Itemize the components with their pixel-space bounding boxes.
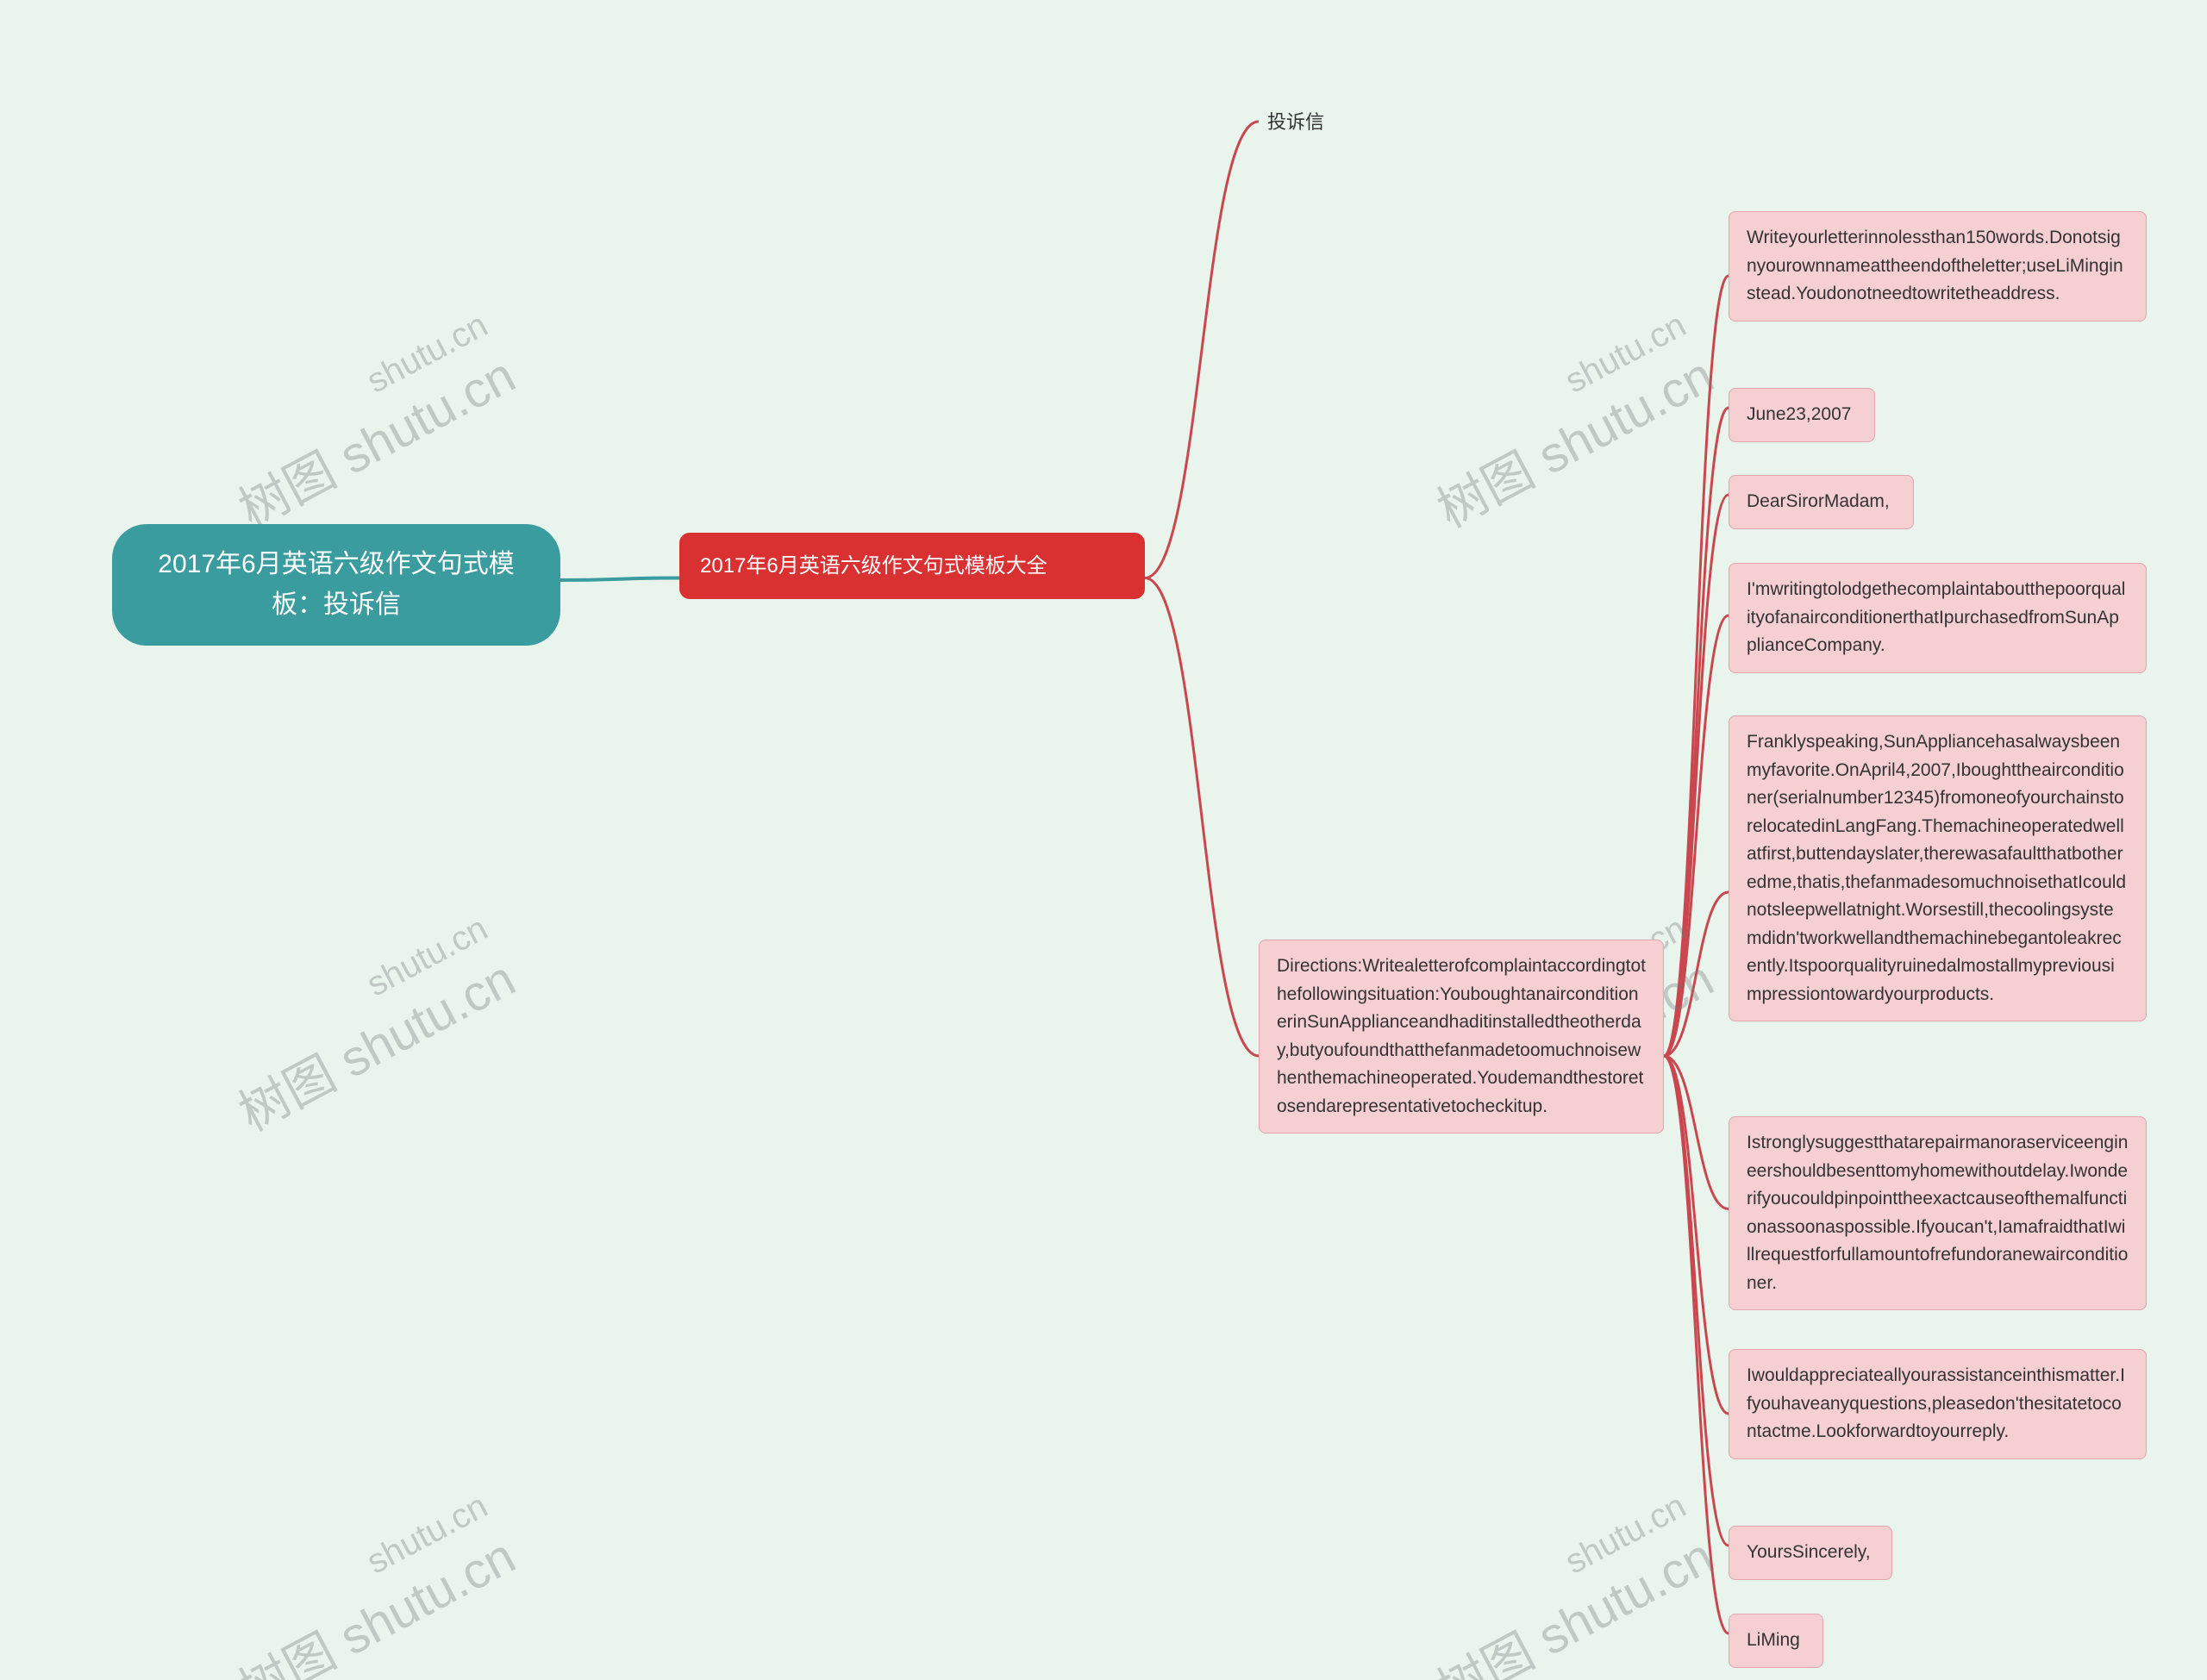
- watermark: shutu.cn 树图 shutu.cn: [1407, 1487, 1724, 1680]
- watermark: shutu.cn 树图 shutu.cn: [209, 1487, 526, 1680]
- watermark: shutu.cn 树图 shutu.cn: [1407, 306, 1724, 542]
- watermark-brand: 树图 shutu.cn: [230, 347, 524, 538]
- watermark-brand: 树图 shutu.cn: [1429, 1527, 1722, 1680]
- leaf-para1[interactable]: I'mwritingtolodgethecomplaintaboutthepoo…: [1729, 563, 2147, 673]
- leaf-para3[interactable]: Istronglysuggestthatarepairmanoraservice…: [1729, 1116, 2147, 1310]
- leaf-signature[interactable]: LiMing: [1729, 1614, 1823, 1668]
- mindmap-canvas: shutu.cn 树图 shutu.cn shutu.cn 树图 shutu.c…: [0, 0, 2207, 1680]
- leaf-salutation[interactable]: DearSirorMadam,: [1729, 475, 1914, 529]
- watermark-brand: 树图 shutu.cn: [230, 950, 524, 1141]
- watermark-brand: 树图 shutu.cn: [230, 1527, 524, 1680]
- leaf-instructions[interactable]: Writeyourletterinnolessthan150words.Dono…: [1729, 211, 2147, 322]
- leaf-closing[interactable]: YoursSincerely,: [1729, 1526, 1892, 1580]
- watermark: shutu.cn 树图 shutu.cn: [209, 909, 526, 1146]
- branch-complaint-title[interactable]: 投诉信: [1259, 103, 1362, 142]
- watermark-url: shutu.cn: [1407, 306, 1692, 483]
- watermark-url: shutu.cn: [209, 1487, 494, 1664]
- watermark-url: shutu.cn: [1407, 1487, 1692, 1664]
- watermark: shutu.cn 树图 shutu.cn: [209, 306, 526, 542]
- level1-node[interactable]: 2017年6月英语六级作文句式模板大全: [679, 533, 1145, 599]
- branch-directions[interactable]: Directions:Writealetterofcomplaintaccord…: [1259, 940, 1664, 1134]
- root-node[interactable]: 2017年6月英语六级作文句式模板：投诉信: [112, 524, 560, 646]
- watermark-url: shutu.cn: [209, 306, 494, 483]
- watermark-url: shutu.cn: [209, 909, 494, 1086]
- leaf-para4[interactable]: Iwouldappreciateallyourassistanceinthism…: [1729, 1349, 2147, 1459]
- leaf-date[interactable]: June23,2007: [1729, 388, 1875, 442]
- leaf-para2[interactable]: Franklyspeaking,SunAppliancehasalwaysbee…: [1729, 715, 2147, 1021]
- watermark-brand: 树图 shutu.cn: [1429, 347, 1722, 538]
